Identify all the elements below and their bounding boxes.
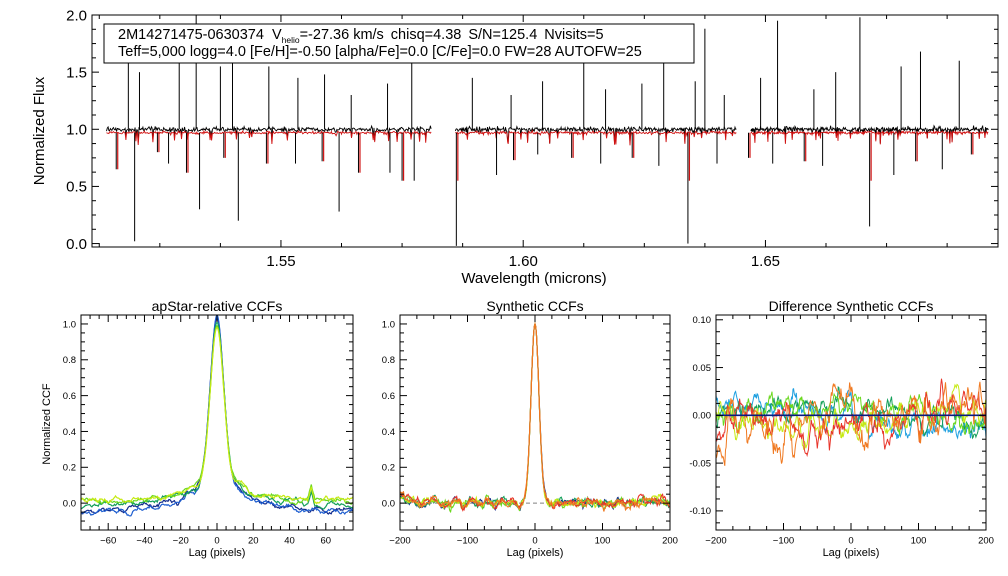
vhelio-subscript: helio [282,35,300,45]
y-tick-label: 0.00 [693,411,712,422]
y-tick-label: -0.05 [689,458,711,469]
x-tick-label: 1.60 [509,253,538,270]
nvisits-value: Nvisits=5 [544,27,603,43]
apstar-ccf-plot-area [81,315,353,517]
x-tick-label: −200 [705,536,726,547]
vhelio-value: =-27.36 km/s [300,27,384,43]
apstar-ccf-x-axis-label: Lag (pixels) [189,547,246,559]
apstar-ccf-axes-frame [80,314,354,531]
y-tick-label: 0.8 [63,355,76,366]
x-tick-label: 100 [595,536,611,547]
y-tick-label: 0.05 [693,363,712,374]
spectrum-ticks: 1.55 1.60 1.65 0.0 0.5 1.0 1.5 2.0 [66,7,998,270]
spectrum-panel: 1.55 1.60 1.65 0.0 0.5 1.0 1.5 2.0 2M14271475-0… [31,7,999,287]
y-tick-label: 2.0 [66,7,87,24]
difference-ccf-ticks: −200 −100 0 100 200 -0.10 -0.05 0.00 0.05 0.10 [689,315,994,547]
x-tick-label: 100 [911,536,927,547]
apstar-ccf-line-visit-4 [81,324,353,506]
observed-spectrum-chip-2 [454,125,737,144]
y-tick-label: 0.8 [382,355,395,366]
apstar-ccf-panel: apStar-relative CCFs −60 −40 −20 0 20 40 60 0.0… [41,298,354,559]
y-tick-label: 1.0 [66,122,87,139]
synthetic-ccf-line-visit-5 [400,321,670,512]
apstar-ccf-line-visit-2 [81,315,353,517]
synthetic-ccf-line-visit-2 [400,321,670,509]
synthetic-ccf-plot-area [400,321,670,514]
spectrum-info-line-1: 2M14271475-0630374 Vhelio=-27.36 km/s chis… [118,27,604,45]
apstar-ccf-line-visit-1 [81,315,353,515]
star-id: 2M14271475-0630374 [118,27,264,43]
apstar-ccf-ticks: −60 −40 −20 0 20 40 60 0.0 0.2 0.4 0.6 0.8 1.0 [63,315,354,547]
x-tick-label: 40 [284,536,295,547]
vhelio-symbol: V [272,27,282,43]
x-tick-label: −100 [773,536,794,547]
y-tick-label: 0.10 [693,315,712,326]
synthetic-ccf-title: Synthetic CCFs [486,298,583,314]
x-tick-label: 0 [848,536,853,547]
stellar-parameters-line: Teff=5,000 logg=4.0 [Fe/H]=-0.50 [alpha/… [118,44,642,60]
difference-ccf-panel: Difference Synthetic CCFs −200 −100 0 100 20… [689,298,994,559]
y-tick-label: -0.10 [689,506,711,517]
x-tick-label: 20 [248,536,259,547]
apstar-ccf-title: apStar-relative CCFs [152,298,283,314]
x-tick-label: −20 [173,536,189,547]
synthetic-ccf-line-visit-1 [400,321,670,512]
x-tick-label: 60 [321,536,332,547]
synthetic-ccf-axes-frame [399,314,671,531]
y-tick-label: 0.4 [382,427,395,438]
y-tick-label: 0.0 [63,498,76,509]
x-tick-label: 0 [214,536,219,547]
spectrum-x-axis-label: Wavelength (microns) [461,270,606,287]
x-tick-label: −200 [389,536,410,547]
x-tick-label: 1.55 [266,253,295,270]
y-tick-label: 1.5 [66,64,87,81]
y-tick-label: 0.6 [382,391,395,402]
x-tick-label: 200 [978,536,994,547]
snr-value: S/N=125.4 [468,27,537,43]
model-spectrum-chip-3 [750,129,989,145]
synthetic-ccf-panel: Synthetic CCFs −200 −100 0 100 200 0.0 0.2 0.4 0… [382,298,678,559]
spectrum-plot-area [106,15,989,246]
synthetic-ccf-x-axis-label: Lag (pixels) [507,547,564,559]
y-tick-label: 1.0 [382,319,395,330]
difference-ccf-line-visit-6 [716,381,986,466]
spectrum-info-box [103,23,695,64]
y-tick-label: 0.2 [382,463,395,474]
difference-ccf-title: Difference Synthetic CCFs [769,298,934,314]
y-tick-label: 0.4 [63,427,76,438]
difference-ccf-plot-area [716,378,986,466]
y-tick-label: 1.0 [63,319,76,330]
chisq-value: chisq=4.38 [391,27,462,43]
x-tick-label: 0 [532,536,537,547]
x-tick-label: 1.65 [751,253,780,270]
difference-ccf-x-axis-label: Lag (pixels) [823,547,880,559]
apstar-ccf-y-axis-label: Normalized CCF [41,383,53,465]
x-tick-label: −60 [100,536,116,547]
model-spectrum-chip-2 [455,129,737,146]
y-tick-label: 0.0 [66,236,87,253]
apstar-ccf-line-visit-3 [81,321,353,510]
spectrum-axes-frame [91,14,999,248]
x-tick-label: −100 [457,536,478,547]
synthetic-ccf-line-visit-6 [400,321,670,512]
synthetic-ccf-line-visit-3 [400,322,670,514]
model-spectrum-chip-1 [106,129,432,146]
y-tick-label: 0.2 [63,463,76,474]
synthetic-ccf-line-visit-4 [400,321,670,511]
y-tick-label: 0.6 [63,391,76,402]
apstar-ccf-line-visit-5 [81,326,353,505]
x-tick-label: 200 [662,536,678,547]
spectrum-y-axis-label: Normalized Flux [31,76,48,185]
y-tick-label: 0.0 [382,498,395,509]
difference-ccf-line-visit-2 [716,385,986,440]
x-tick-label: −40 [136,536,152,547]
synthetic-ccf-ticks: −200 −100 0 100 200 0.0 0.2 0.4 0.6 0.8 1.0 [382,315,678,547]
y-tick-label: 0.5 [66,179,87,196]
